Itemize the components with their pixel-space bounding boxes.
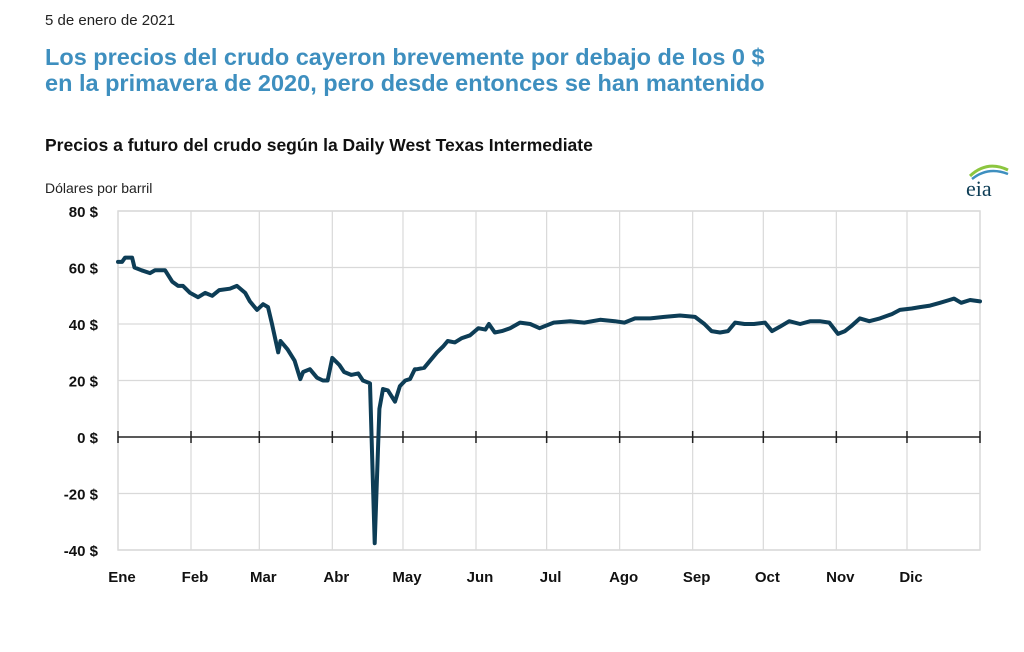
x-tick-label: Sep <box>683 569 711 586</box>
x-tick-label: Jul <box>540 569 562 586</box>
x-tick-label: May <box>392 569 422 586</box>
chart-title: Precios a futuro del crudo según la Dail… <box>45 135 593 155</box>
series-line-wti <box>116 255 982 546</box>
y-tick-label: 0 $ <box>77 430 99 447</box>
x-tick-label: Nov <box>826 569 855 586</box>
x-tick-label: Mar <box>250 569 277 586</box>
eia-logo-icon: eia <box>966 164 1009 200</box>
x-tick-label: Feb <box>182 569 209 586</box>
y-tick-label: -20 $ <box>64 487 99 504</box>
y-tick-label: 20 $ <box>69 374 99 391</box>
y-tick-label: -40 $ <box>64 543 99 560</box>
x-tick-label: Ago <box>609 569 638 586</box>
x-tick-label: Jun <box>467 569 494 586</box>
publication-date: 5 de enero de 2021 <box>45 12 176 29</box>
x-tick-label: Abr <box>323 569 349 586</box>
y-tick-label: 40 $ <box>69 317 99 334</box>
y-tick-label: 60 $ <box>69 261 99 278</box>
x-tick-label: Dic <box>899 569 922 586</box>
svg-text:eia: eia <box>966 176 992 200</box>
y-axis-label: Dólares por barril <box>45 180 153 196</box>
y-tick-label: 80 $ <box>69 204 99 221</box>
headline: Los precios del crudo cayeron brevemente… <box>45 44 1005 96</box>
x-tick-label: Ene <box>108 569 136 586</box>
headline-line-2: en la primavera de 2020, pero desde ento… <box>45 70 765 96</box>
x-tick-label: Oct <box>755 569 780 586</box>
headline-line-1: Los precios del crudo cayeron brevemente… <box>45 44 765 70</box>
